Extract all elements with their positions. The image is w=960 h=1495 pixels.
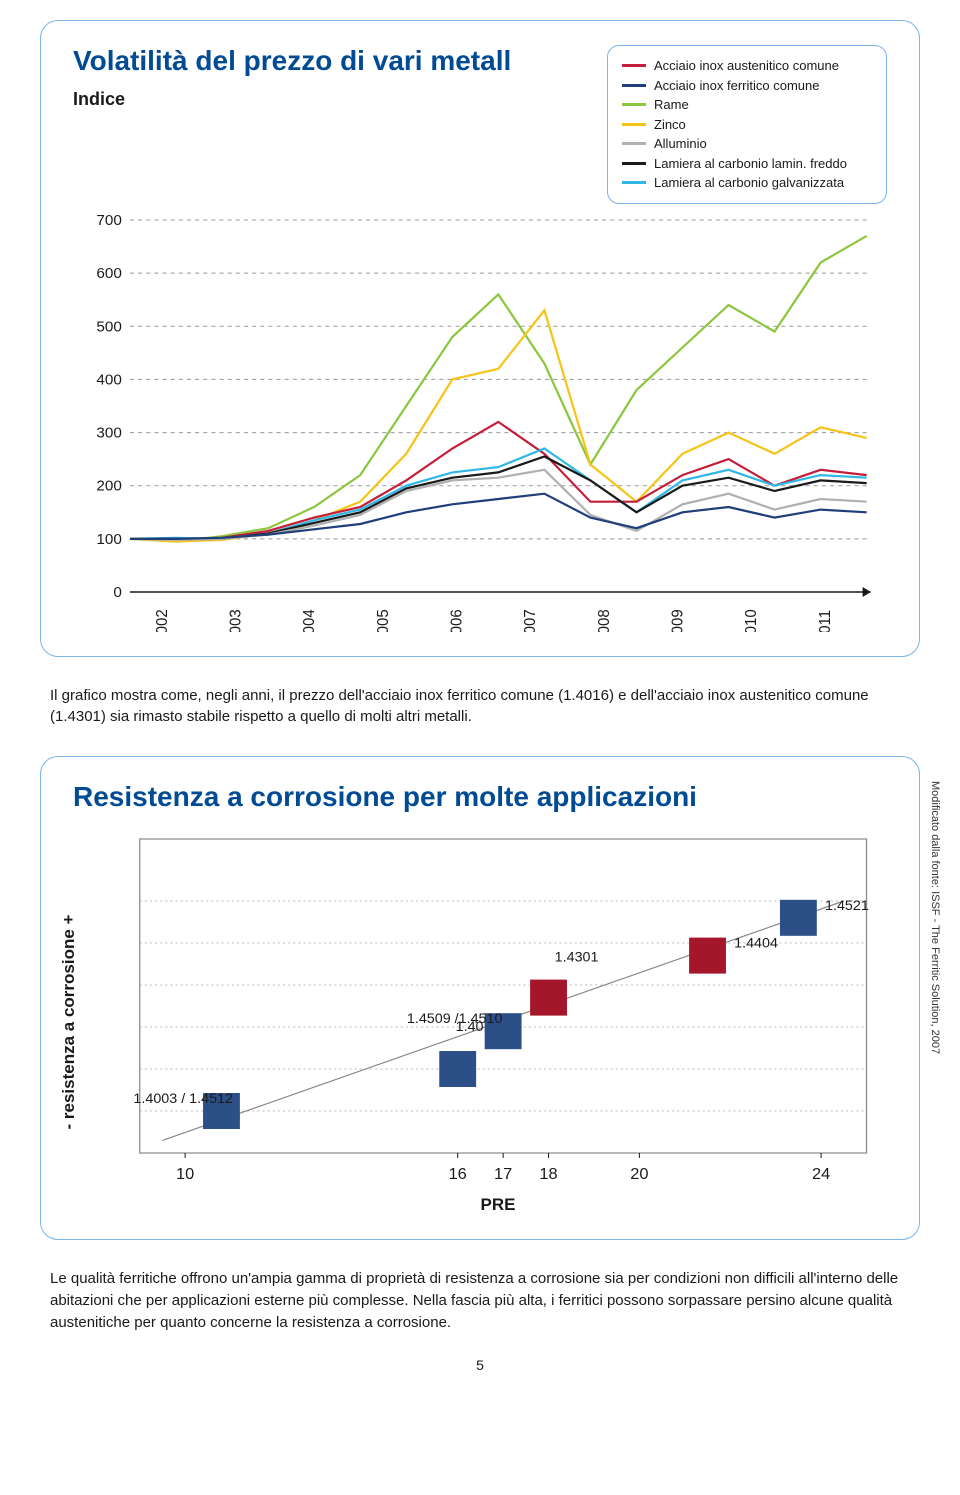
corrosion-point [689,938,726,974]
chart1-svg: 0 100 200 300 400 500 600 700 2002 2003 2004 2005 20… [73,212,887,632]
corrosion-resistance-panel: Resistenza a corrosione per molte applic… [40,756,920,1240]
svg-text:16: 16 [449,1165,467,1183]
chart1-title: Volatilità del prezzo di vari metall [73,45,587,77]
svg-text:400: 400 [96,371,121,388]
chart1-legend: Acciaio inox austenitico comuneAcciaio i… [607,45,887,204]
svg-text:10: 10 [176,1165,194,1183]
svg-text:2006: 2006 [448,609,465,632]
legend-item: Lamiera al carbonio lamin. freddo [622,154,872,174]
chart2-caption: Le qualità ferritiche offrono un'ampia g… [50,1268,910,1333]
svg-text:18: 18 [539,1165,557,1183]
chart2-plot: 1016171820241.4003 / 1.45121.40161.4509 … [109,829,887,1189]
chart1-plot: 0 100 200 300 400 500 600 700 2002 2003 2004 2005 20… [73,212,887,632]
legend-label: Zinco [654,115,686,135]
svg-text:2008: 2008 [596,609,613,632]
corrosion-point-label: 1.4509 /1.4510 [407,1011,503,1027]
series-copper [130,235,867,541]
chart1-subtitle: Indice [73,89,587,110]
corrosion-point [439,1051,476,1087]
chart2-title: Resistenza a corrosione per molte applic… [73,781,887,813]
svg-text:100: 100 [96,530,121,547]
series-coldrolled [130,456,867,538]
svg-text:2011: 2011 [817,609,834,631]
svg-text:24: 24 [812,1165,830,1183]
legend-item: Acciaio inox austenitico comune [622,56,872,76]
chart1-title-block: Volatilità del prezzo di vari metall Ind… [73,45,587,110]
legend-label: Lamiera al carbonio lamin. freddo [654,154,847,174]
legend-swatch [622,162,646,165]
legend-swatch [622,142,646,145]
svg-text:2002: 2002 [154,609,171,632]
legend-swatch [622,84,646,87]
svg-text:600: 600 [96,265,121,282]
legend-label: Acciaio inox ferritico comune [654,76,819,96]
legend-label: Alluminio [654,134,707,154]
corrosion-point-label: 1.4404 [734,936,778,952]
legend-label: Acciaio inox austenitico comune [654,56,839,76]
chart1-header: Volatilità del prezzo di vari metall Ind… [73,45,887,204]
legend-swatch [622,181,646,184]
corrosion-point-label: 1.4521 [825,898,869,914]
corrosion-point [780,900,817,936]
series-hotdip [130,448,867,538]
svg-text:200: 200 [96,477,121,494]
svg-text:2004: 2004 [301,609,318,632]
svg-text:300: 300 [96,424,121,441]
svg-text:500: 500 [96,318,121,335]
price-volatility-panel: Volatilità del prezzo di vari metall Ind… [40,20,920,657]
chart1-caption: Il grafico mostra come, negli anni, il p… [50,685,910,729]
svg-text:0: 0 [113,584,121,601]
legend-swatch [622,123,646,126]
legend-item: Rame [622,95,872,115]
svg-text:700: 700 [96,212,121,229]
corrosion-point-label: 1.4301 [555,950,599,966]
series-zinc [130,310,867,541]
svg-text:2010: 2010 [743,609,760,632]
legend-label: Lamiera al carbonio galvanizzata [654,173,844,193]
svg-text:2003: 2003 [227,609,244,632]
legend-swatch [622,103,646,106]
chart2-source-note: Modificato dalla fonte: ISSF - The Ferri… [929,781,941,1054]
legend-swatch [622,64,646,67]
corrosion-point-label: 1.4003 / 1.4512 [133,1091,233,1107]
svg-text:2005: 2005 [375,609,392,632]
corrosion-point [530,980,567,1016]
svg-text:17: 17 [494,1165,512,1183]
svg-text:2007: 2007 [522,609,539,632]
svg-text:2009: 2009 [669,609,686,632]
svg-text:20: 20 [630,1165,648,1183]
legend-item: Acciaio inox ferritico comune [622,76,872,96]
legend-item: Zinco [622,115,872,135]
chart2-svg: 1016171820241.4003 / 1.45121.40161.4509 … [109,829,887,1189]
chart2-ylabel: - resistenza a corrosione + [59,915,79,1130]
legend-label: Rame [654,95,689,115]
legend-item: Lamiera al carbonio galvanizzata [622,173,872,193]
chart2-xlabel: PRE [109,1195,887,1215]
legend-item: Alluminio [622,134,872,154]
page-number: 5 [40,1357,920,1373]
